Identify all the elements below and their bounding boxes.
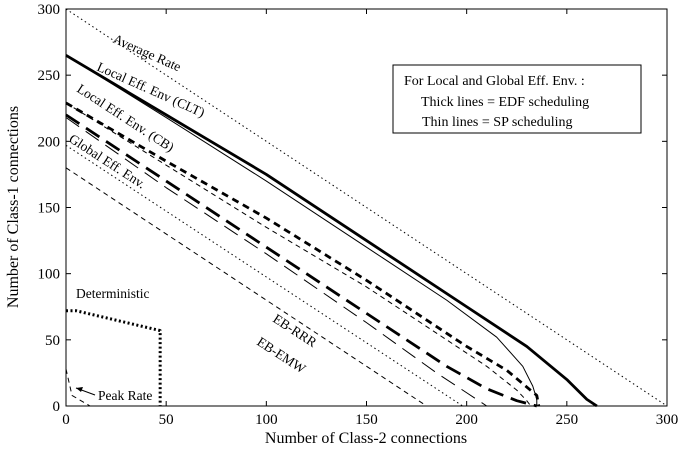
legend-line-2: Thick lines = EDF scheduling xyxy=(421,95,589,110)
legend: For Local and Global Eff. Env. : Thick l… xyxy=(392,64,642,134)
series-layer xyxy=(65,8,668,408)
series-local-cb-sp xyxy=(65,102,532,407)
x-tick-label: 300 xyxy=(656,412,679,428)
y-tick-label: 0 xyxy=(53,399,61,415)
y-tick-label: 300 xyxy=(38,2,61,18)
tick-layer: 0 50 100 150 200 250 300 0 50 100 150 200 250 300 xyxy=(38,2,679,428)
series-eb-emw xyxy=(65,167,427,407)
y-tick-label: 100 xyxy=(38,267,61,283)
x-tick-label: 150 xyxy=(355,412,378,428)
x-tick-label: 50 xyxy=(159,412,174,428)
legend-box xyxy=(392,64,642,134)
series-local-clt-sp xyxy=(65,54,538,406)
series-eb-rrr xyxy=(65,144,463,407)
x-tick-label: 0 xyxy=(62,412,70,428)
y-tick-label: 50 xyxy=(45,333,60,349)
series-average-rate xyxy=(65,8,668,407)
series-local-clt-edf xyxy=(65,54,598,408)
series-local-cb-edf xyxy=(65,101,541,407)
x-tick-label: 100 xyxy=(255,412,278,428)
x-tick-label: 250 xyxy=(556,412,579,428)
x-axis-label: Number of Class-2 connections xyxy=(265,430,467,447)
x-tick-label: 200 xyxy=(455,412,478,428)
y-axis-label: Number of Class-1 connections xyxy=(5,106,22,308)
series-global-edf xyxy=(65,113,538,408)
peak-rate-arrowhead xyxy=(76,387,83,392)
series-global-sp xyxy=(65,117,487,407)
series-deterministic xyxy=(66,309,162,406)
y-tick-label: 150 xyxy=(38,201,61,217)
legend-line-1: For Local and Global Eff. Env. : xyxy=(404,74,585,89)
annotation-peak-rate: Peak Rate xyxy=(98,388,152,403)
y-tick-label: 200 xyxy=(38,134,61,150)
series-peak-rate xyxy=(65,368,91,407)
legend-line-3: Thin lines = SP scheduling xyxy=(422,115,573,130)
y-tick-label: 250 xyxy=(38,68,61,84)
annotation-deterministic: Deterministic xyxy=(76,286,149,301)
